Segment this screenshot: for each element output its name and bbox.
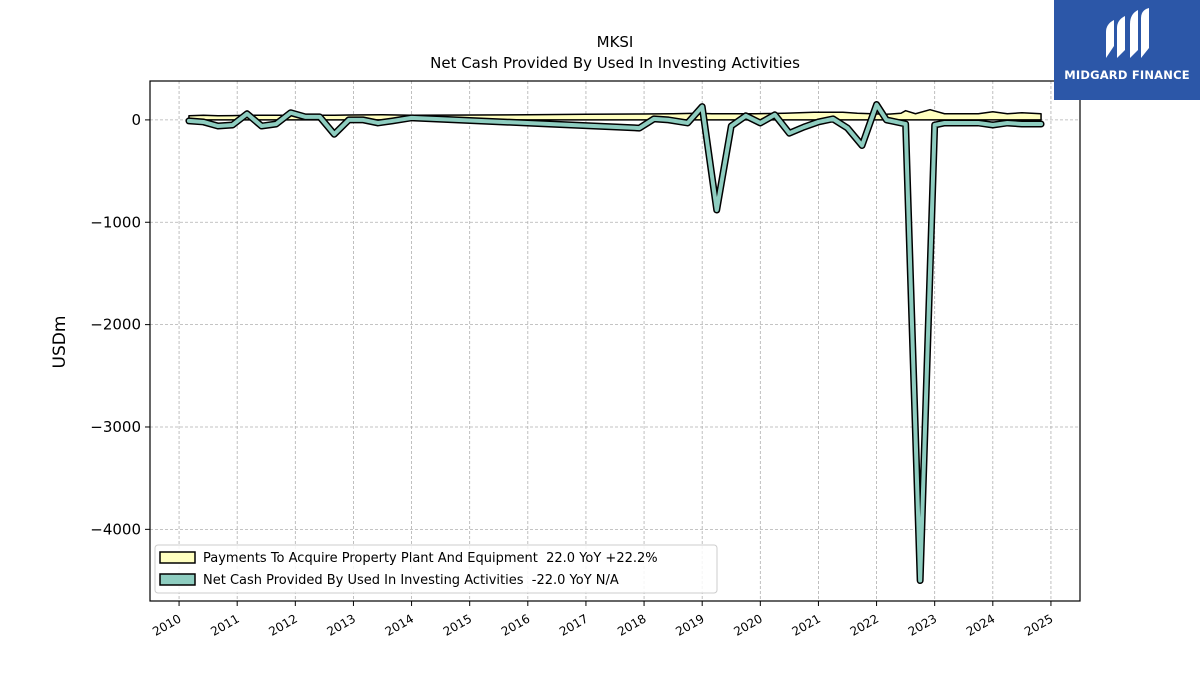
- x-tick-label: 2023: [906, 611, 939, 638]
- x-tick-label: 2019: [673, 611, 706, 638]
- legend-label-net-cash: Net Cash Provided By Used In Investing A…: [203, 573, 619, 588]
- chart-subtitle: Net Cash Provided By Used In Investing A…: [430, 54, 800, 72]
- x-tick-label: 2013: [324, 611, 357, 638]
- x-tick-label: 2020: [731, 611, 764, 638]
- x-tick-label: 2016: [499, 611, 532, 638]
- plot-frame: [149, 80, 1081, 602]
- x-tick-label: 2024: [964, 611, 997, 638]
- x-tick-label: 2017: [557, 611, 590, 638]
- legend-box: [154, 544, 718, 594]
- axes: [145, 80, 1081, 606]
- y-tick-label: 0: [131, 111, 141, 129]
- legend: Payments To Acquire Property Plant And E…: [154, 544, 718, 594]
- y-tick-label: −2000: [90, 316, 141, 334]
- series-layer: [185, 101, 1045, 585]
- x-tick-label: 2011: [208, 611, 241, 638]
- midgard-finance-logo: MIDGARD FINANCE: [1054, 0, 1200, 100]
- y-tick-label: −4000: [90, 520, 141, 538]
- x-tick-label: 2018: [615, 611, 648, 638]
- x-tick-label: 2015: [441, 611, 474, 638]
- logo-text: MIDGARD FINANCE: [1064, 68, 1190, 82]
- x-tick-label: 2012: [266, 611, 299, 638]
- series-line-net-cash: [186, 102, 1044, 583]
- chart-title: MKSI: [597, 33, 634, 51]
- x-tick-label: 2022: [848, 611, 881, 638]
- x-tick-label: 2025: [1022, 611, 1055, 638]
- y-tick-label: −3000: [90, 418, 141, 436]
- x-tick-label: 2010: [150, 611, 183, 638]
- legend-label-capex: Payments To Acquire Property Plant And E…: [203, 551, 658, 566]
- x-tick-label: 2021: [789, 611, 822, 638]
- legend-swatch-net-cash: [159, 573, 196, 586]
- midgard-logo-icon: [1106, 8, 1149, 58]
- y-axis-label: USDm: [50, 316, 70, 369]
- grid-lines: [150, 81, 1080, 601]
- x-tick-label: 2014: [383, 611, 416, 638]
- legend-swatch-capex: [159, 551, 196, 564]
- y-tick-label: −1000: [90, 213, 141, 231]
